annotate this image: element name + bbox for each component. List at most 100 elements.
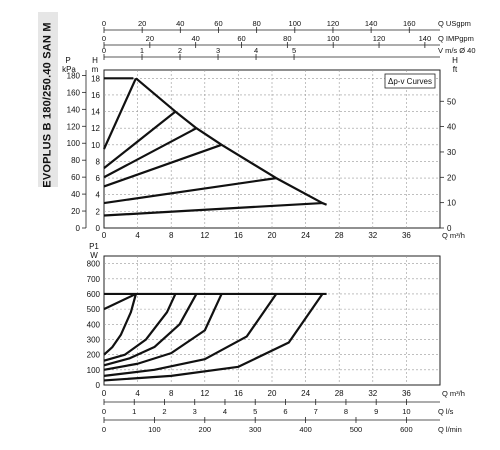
power-curve (103, 293, 198, 367)
top-flow-axis-tick-label: 5 (292, 46, 296, 55)
top-flow-axis-tick-label: 0 (102, 46, 106, 55)
top-flow-axis-tick-label: 1 (140, 46, 144, 55)
top-flow-axis-tick-label: 60 (237, 34, 245, 43)
top-flow-axis-tick-label: 0 (102, 19, 106, 28)
top-flow-axis-tick-label: 0 (102, 34, 106, 43)
m-tick-label: 6 (96, 174, 101, 183)
bottom-flow-axis-tick-label: 600 (400, 425, 413, 434)
bottom-flow-axis-label: Q l/min (438, 425, 462, 434)
kpa-tick-label: 40 (71, 190, 80, 199)
top-x-tick-label: 32 (368, 231, 377, 240)
top-flow-axis-label: Q IMPgpm (438, 34, 474, 43)
ft-axis-label-unit: ft (453, 65, 458, 74)
top-flow-axis-tick-label: 20 (146, 34, 154, 43)
kpa-tick-label: 180 (67, 71, 81, 80)
top-x-tick-label: 36 (402, 231, 411, 240)
top-flow-axis-tick-label: 140 (419, 34, 432, 43)
top-flow-axis-tick-label: 120 (373, 34, 386, 43)
bottom-flow-axis-tick-label: 200 (199, 425, 212, 434)
bottom-flow-axis-tick-label: 6 (283, 407, 287, 416)
power-curve (103, 293, 137, 356)
kpa-axis-label-p: P (65, 56, 70, 65)
watt-axis-label-unit: W (90, 251, 98, 260)
bottom-x-tick-label: 4 (135, 389, 140, 398)
kpa-tick-label: 160 (67, 88, 81, 97)
top-x-axis-label: Q m³/h (442, 231, 465, 240)
top-x-tick-label: 28 (335, 231, 344, 240)
top-flow-axis-tick-label: 60 (214, 19, 222, 28)
ft-tick-label: 50 (447, 97, 456, 106)
bottom-flow-axis-tick-label: 7 (314, 407, 318, 416)
top-flow-axis-label: Q USgpm (438, 19, 471, 28)
ft-tick-label: 20 (447, 173, 456, 182)
m-axis-label-unit: m (92, 65, 99, 74)
top-flow-axis-tick-label: 40 (176, 19, 184, 28)
m-tick-label: 16 (91, 91, 100, 100)
top-flow-axis-tick-label: 80 (252, 19, 260, 28)
head-curve (103, 177, 277, 205)
head-curve (102, 77, 137, 150)
top-x-tick-label: 16 (234, 231, 243, 240)
power-curve (103, 293, 324, 382)
top-x-tick-label: 4 (135, 231, 140, 240)
top-flow-axis-tick-label: 80 (283, 34, 291, 43)
power-curve (103, 292, 137, 311)
m-axis-label-h: H (92, 56, 98, 65)
top-flow-axis-tick-label: 40 (192, 34, 200, 43)
ft-tick-label: 30 (447, 148, 456, 157)
bottom-flow-axis-tick-label: 3 (193, 407, 197, 416)
top-flow-axis-tick-label: 140 (365, 19, 378, 28)
bottom-x-tick-label: 16 (234, 389, 243, 398)
bottom-flow-axis-tick-label: 4 (223, 407, 227, 416)
ft-axis-label-h: H (452, 56, 458, 65)
top-flow-axis-tick-label: 100 (289, 19, 302, 28)
kpa-tick-label: 60 (71, 173, 80, 182)
top-flow-axis-tick-label: 4 (254, 46, 258, 55)
top-x-tick-label: 24 (301, 231, 310, 240)
watt-tick-label: 600 (87, 290, 101, 299)
watt-tick-label: 300 (87, 335, 101, 344)
watt-axis-label-p1: P1 (89, 242, 99, 251)
head-flow-chart: 020406080100120140160180PkPa024681012141… (62, 19, 475, 240)
head-curve (103, 201, 323, 217)
m-tick-label: 10 (91, 141, 100, 150)
top-flow-axis-tick-label: 3 (216, 46, 220, 55)
bottom-flow-axis-tick-label: 9 (374, 407, 378, 416)
bottom-flow-axis-tick-label: 300 (249, 425, 262, 434)
legend-box-text: Δp-v Curves (388, 77, 432, 86)
m-tick-label: 18 (91, 74, 100, 83)
watt-tick-label: 500 (87, 305, 101, 314)
kpa-axis-label-unit: kPa (62, 65, 76, 74)
kpa-tick-label: 80 (71, 156, 80, 165)
bottom-flow-axis-label: Q l/s (438, 407, 454, 416)
head-curve (103, 127, 197, 179)
watt-tick-label: 800 (87, 260, 101, 269)
bottom-flow-axis-tick-label: 10 (402, 407, 410, 416)
bottom-flow-axis-tick-label: 500 (350, 425, 363, 434)
bottom-flow-axis-tick-label: 400 (299, 425, 312, 434)
bottom-x-tick-label: 28 (335, 389, 344, 398)
m-tick-label: 8 (96, 157, 101, 166)
head-curve (135, 77, 328, 206)
bottom-flow-axis-tick-label: 0 (102, 425, 106, 434)
kpa-tick-label: 120 (67, 122, 81, 131)
watt-tick-label: 0 (96, 381, 101, 390)
power-curve (103, 293, 223, 371)
top-flow-axis-tick-label: 160 (403, 19, 416, 28)
bottom-flow-axis-tick-label: 100 (148, 425, 161, 434)
ft-tick-label: 40 (447, 123, 456, 132)
bottom-x-tick-label: 36 (402, 389, 411, 398)
watt-tick-label: 400 (87, 320, 101, 329)
kpa-tick-label: 20 (71, 207, 80, 216)
head-curve (103, 110, 177, 169)
m-tick-label: 2 (96, 207, 101, 216)
bottom-x-tick-label: 12 (200, 389, 209, 398)
m-tick-label: 14 (91, 108, 100, 117)
top-flow-axis-tick-label: 100 (327, 34, 340, 43)
kpa-tick-label: 100 (67, 139, 81, 148)
m-tick-label: 4 (96, 191, 101, 200)
m-tick-label: 0 (96, 224, 101, 233)
top-flow-axis-tick-label: 120 (327, 19, 340, 28)
